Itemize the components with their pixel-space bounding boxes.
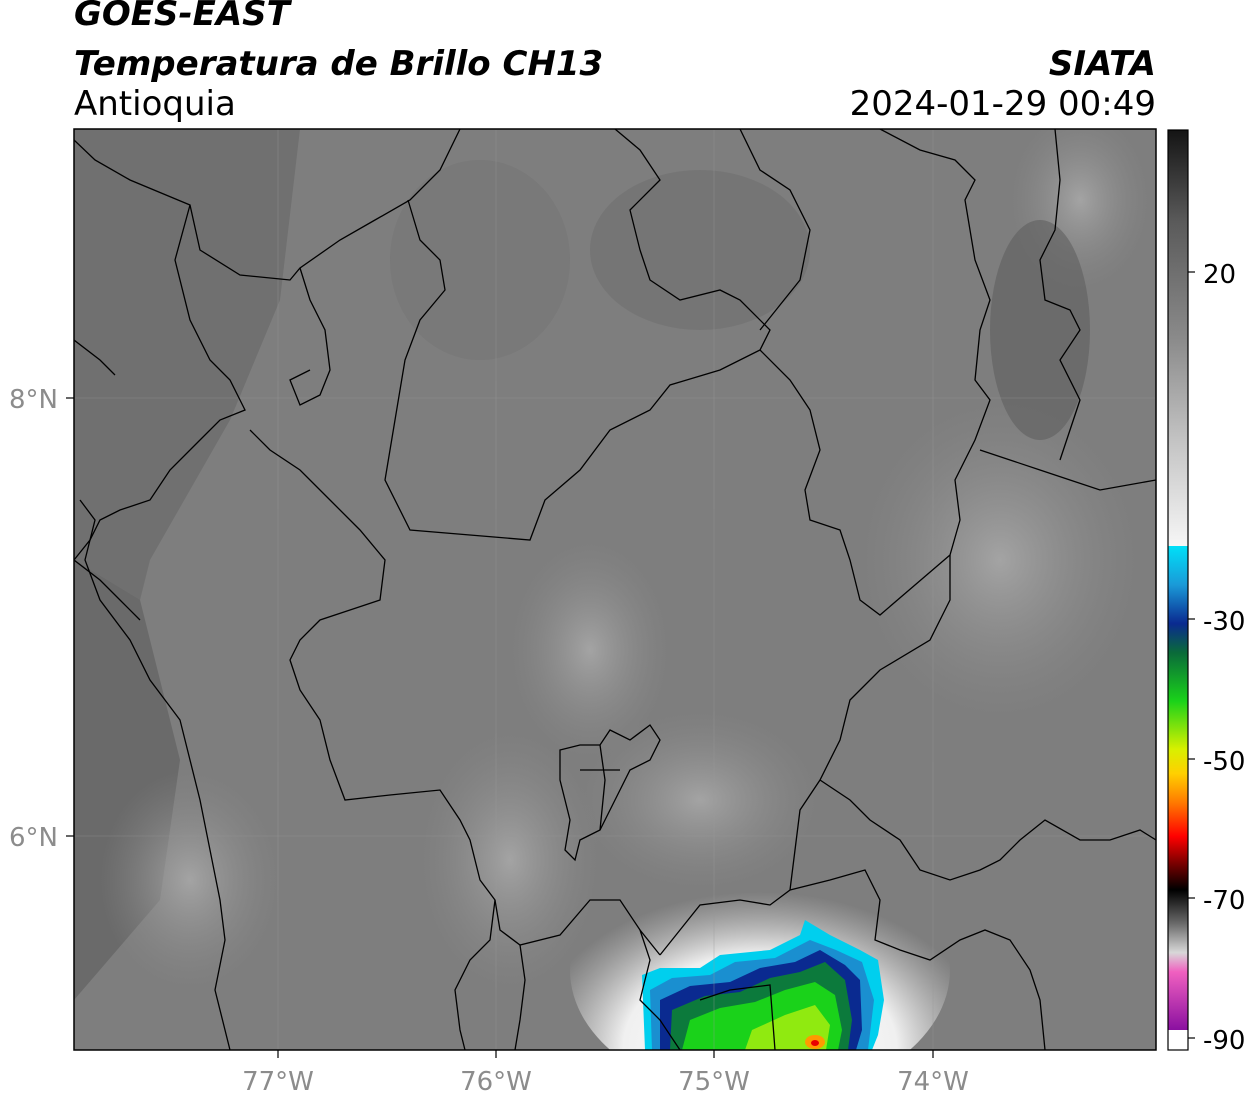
- boundary-lines: [74, 129, 1156, 1050]
- colorbar-cold-segment: [1168, 546, 1188, 1030]
- brightness-temperature-field: [74, 129, 1156, 1050]
- title-product: Temperatura de Brillo CH13: [74, 44, 604, 84]
- lat-tick-label: 6°N: [9, 823, 58, 853]
- colorbar-warm-segment: [1168, 130, 1188, 546]
- colorbar-under-segment: [1168, 1030, 1188, 1050]
- lat-tick-label: 8°N: [9, 385, 58, 415]
- colorbar-tick-label: -90: [1203, 1026, 1245, 1056]
- map-frame: [73, 128, 1157, 1051]
- colorbar-tick-label: -70: [1203, 886, 1245, 916]
- colorbar: 20 -30 -50 -70 -90: [1167, 129, 1245, 1056]
- colorbar-tick-label: 20: [1203, 260, 1236, 290]
- lon-tick-label: 74°W: [897, 1067, 969, 1097]
- latitude-axis: 8°N 6°N: [9, 385, 74, 853]
- lon-tick-label: 77°W: [242, 1067, 314, 1097]
- longitude-axis: 77°W 76°W 75°W 74°W: [242, 1050, 969, 1097]
- colorbar-tick-label: -30: [1203, 607, 1245, 637]
- title-satellite: GOES-EAST: [74, 0, 290, 34]
- lon-tick-label: 75°W: [678, 1067, 750, 1097]
- datetime-label: 2024-01-29 00:49: [849, 84, 1156, 124]
- title-region: Antioquia: [74, 84, 236, 124]
- organization-label: SIATA: [1048, 44, 1156, 84]
- lon-tick-label: 76°W: [460, 1067, 532, 1097]
- colorbar-tick-label: -50: [1203, 747, 1245, 777]
